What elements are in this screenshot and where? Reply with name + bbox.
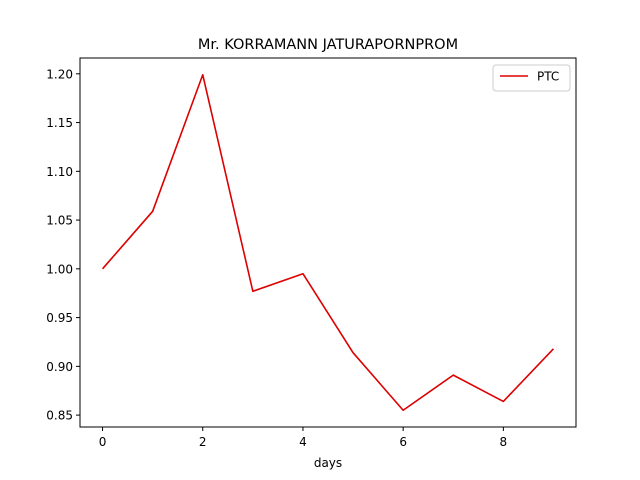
y-tick-label: 0.95 [46, 311, 73, 325]
series-lines [101, 73, 555, 412]
x-axis-ticks: 0 2 4 6 8 [99, 427, 507, 449]
x-tick-label: 8 [500, 435, 508, 449]
y-tick-label: 1.05 [46, 214, 73, 228]
legend-box [492, 64, 571, 92]
x-tick-label: 4 [299, 435, 307, 449]
y-tick-label: 1.00 [46, 262, 73, 276]
x-tick-label: 0 [99, 435, 107, 449]
x-tick-label: 6 [399, 435, 407, 449]
y-tick-label: 1.15 [46, 116, 73, 130]
x-tick-label: 2 [199, 435, 207, 449]
x-axis-label: days [314, 456, 342, 470]
legend-label-ptc: PTC [537, 70, 559, 84]
chart-title: Mr. KORRAMANN JATURAPORNPROM [198, 37, 458, 53]
legend: PTC [492, 64, 571, 92]
y-axis-ticks: 0.85 0.90 0.95 1.00 1.05 1.10 1.15 1.20 [46, 67, 80, 423]
y-tick-label: 0.90 [46, 360, 73, 374]
y-tick-label: 1.20 [46, 67, 73, 81]
series-line-ptc [101, 73, 555, 412]
y-tick-label: 0.85 [46, 409, 73, 423]
plot-area-frame [79, 57, 577, 428]
y-tick-label: 1.10 [46, 165, 73, 179]
